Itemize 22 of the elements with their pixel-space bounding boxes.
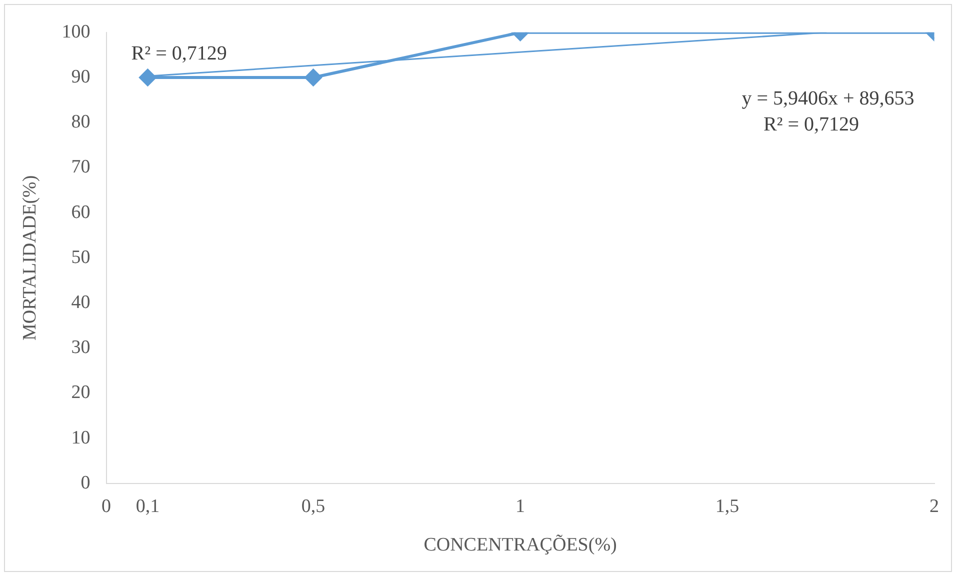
x-tick-label: 0,5 — [301, 496, 326, 517]
x-axis-title: CONCENTRAÇÕES(%) — [424, 534, 617, 556]
x-tick-label: 0,1 — [136, 496, 160, 517]
x-tick-label: 1,5 — [715, 496, 740, 517]
y-tick-label: 70 — [71, 156, 90, 178]
y-tick-label: 90 — [71, 66, 90, 88]
y-tick-label: 100 — [62, 21, 90, 42]
annotation: R² = 0,7129 — [131, 42, 227, 64]
annotation: R² = 0,7129 — [763, 113, 860, 136]
annotation: y = 5,9406x + 89,653 — [742, 87, 914, 110]
y-tick-label: 20 — [71, 382, 90, 404]
y-tick-label: 40 — [71, 292, 90, 313]
x-tick-label: 2 — [930, 496, 939, 517]
y-tick-label: 60 — [71, 202, 90, 223]
y-axis-title: MORTALIDADE(%) — [19, 175, 40, 340]
x-tick-label: 0 — [102, 496, 112, 517]
y-tick-label: 30 — [71, 337, 90, 358]
x-tick-label: 1 — [516, 496, 526, 517]
y-tick-label: 10 — [71, 427, 90, 448]
y-tick-label: 50 — [71, 246, 90, 268]
y-tick-label: 0 — [80, 472, 90, 494]
y-tick-label: 80 — [71, 112, 90, 133]
